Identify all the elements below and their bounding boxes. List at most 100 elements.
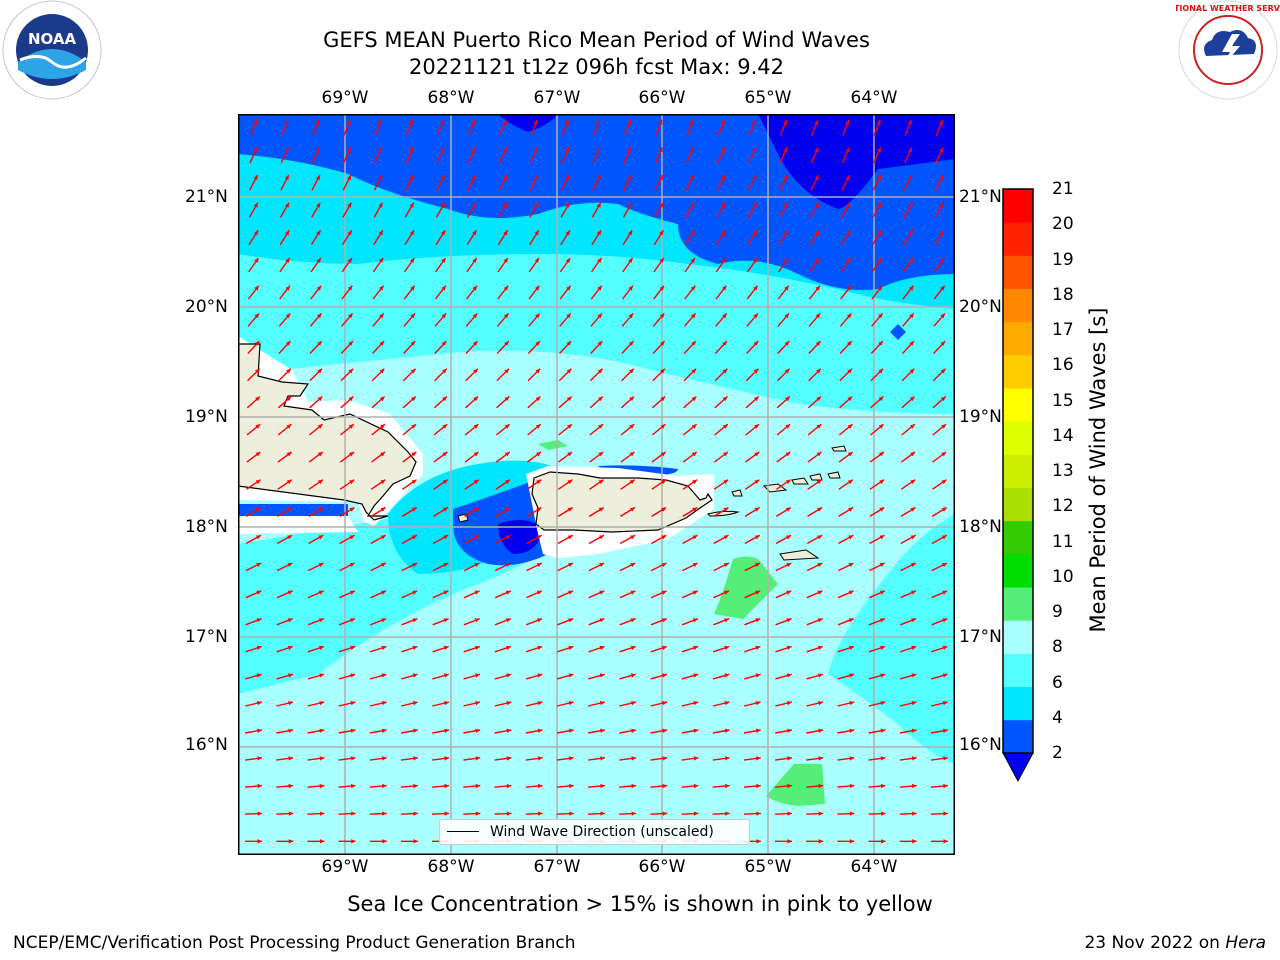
wind-wave-arrowhead	[596, 175, 601, 181]
wind-wave-arrowhead	[723, 507, 729, 512]
wind-wave-arrowhead	[659, 202, 664, 208]
lon-tick-bottom: 66°W	[638, 857, 686, 877]
wind-wave-arrowhead	[346, 147, 351, 153]
wind-wave-arrowhead	[285, 313, 291, 319]
wind-wave-arrowhead	[411, 424, 416, 429]
wind-wave-arrowhead	[381, 701, 387, 706]
wind-wave-arrowhead	[413, 811, 418, 816]
wind-wave-arrowhead	[505, 590, 511, 595]
wind-wave-arrowhead	[753, 313, 758, 319]
wind-wave-arrowhead	[565, 202, 570, 208]
wind-wave-arrowhead	[942, 728, 948, 733]
wind-wave-arrowhead	[629, 368, 634, 374]
wind-wave-arrowhead	[255, 507, 261, 512]
colorbar-tick-label: 13	[1052, 461, 1074, 481]
wind-wave-arrowhead	[877, 175, 881, 181]
wind-wave-arrowhead	[473, 452, 479, 457]
wind-wave-arrowhead	[722, 341, 727, 346]
wind-wave-arrowhead	[568, 590, 574, 595]
wind-wave-arrowhead	[349, 452, 354, 457]
wind-wave-arrowhead	[630, 535, 636, 540]
wind-wave-arrowhead	[693, 811, 699, 816]
wind-wave-arrowhead	[503, 202, 508, 208]
wind-wave-arrowhead	[288, 728, 294, 733]
wind-wave-arrowhead	[382, 811, 387, 816]
wind-wave-arrowhead	[631, 811, 637, 816]
wind-wave-arrowhead	[848, 535, 854, 540]
wind-wave-arrowhead	[846, 285, 852, 291]
wind-wave-arrowhead	[912, 783, 917, 789]
wind-wave-arrowhead	[284, 147, 289, 153]
wind-wave-arrowhead	[943, 756, 948, 761]
wind-wave-arrowhead	[533, 119, 538, 125]
wind-wave-arrowhead	[502, 119, 507, 125]
wind-wave-arrowhead	[536, 535, 542, 540]
wind-wave-arrowhead	[349, 479, 355, 485]
wind-wave-arrowhead	[506, 756, 512, 761]
wind-wave-arrowhead	[566, 396, 572, 402]
wind-wave-arrowhead	[752, 202, 757, 208]
wind-wave-arrowhead	[350, 728, 356, 733]
lat-tick-right: 19°N	[959, 407, 1002, 427]
wind-wave-arrowhead	[504, 424, 510, 429]
wind-wave-arrowhead	[440, 147, 445, 153]
wind-wave-arrowhead	[381, 673, 387, 678]
wind-wave-arrowhead	[596, 147, 601, 153]
wind-wave-arrowhead	[347, 285, 353, 291]
wind-wave-arrowhead	[816, 396, 821, 402]
wind-wave-arrowhead	[755, 590, 761, 595]
lon-tick-top: 65°W	[744, 88, 792, 108]
wind-wave-arrowhead	[755, 701, 761, 706]
wind-wave-arrowhead	[444, 701, 449, 706]
wind-wave-arrowhead	[723, 563, 729, 567]
wind-wave-arrowhead	[880, 728, 886, 733]
wind-wave-arrowhead	[911, 618, 917, 623]
wind-wave-arrowhead	[691, 368, 697, 374]
wind-wave-arrowhead	[471, 147, 476, 153]
wind-wave-arrowhead	[814, 147, 819, 153]
wind-wave-arrowhead	[317, 424, 323, 429]
wind-wave-arrowhead	[786, 618, 792, 623]
wind-wave-arrowhead	[876, 119, 881, 125]
wind-wave-arrowhead	[567, 535, 573, 540]
wind-wave-arrowhead	[346, 119, 351, 125]
wind-wave-arrowhead	[597, 341, 603, 346]
wind-wave-arrowhead	[659, 285, 664, 291]
wind-wave-arrowhead	[692, 479, 698, 485]
wind-wave-arrowhead	[599, 618, 605, 623]
wind-wave-arrowhead	[783, 230, 789, 236]
wind-wave-arrowhead	[785, 507, 791, 512]
wind-wave-arrowhead	[351, 839, 356, 844]
colorbar-band	[1003, 520, 1033, 555]
wind-wave-arrowhead	[471, 119, 476, 125]
chart-subtitle: 20221121 t12z 096h fcst Max: 9.42	[409, 55, 784, 79]
colorbar-band	[1003, 189, 1033, 223]
wind-wave-arrowhead	[442, 424, 448, 429]
wind-wave-arrowhead	[849, 811, 855, 816]
wind-wave-arrowhead	[816, 424, 822, 429]
wind-wave-arrowhead	[907, 147, 912, 153]
wind-wave-arrowhead	[535, 424, 541, 429]
wind-wave-arrowhead	[409, 230, 414, 236]
wind-wave-arrowhead	[877, 202, 882, 208]
wind-wave-arrowhead	[568, 701, 574, 706]
wind-wave-arrowhead	[475, 756, 481, 761]
wind-wave-arrowhead	[818, 673, 823, 678]
wind-wave-arrowhead	[722, 424, 728, 429]
footer-right: 23 Nov 2022 on Hera	[1084, 933, 1266, 953]
wind-wave-arrowhead	[254, 341, 260, 346]
colorbar-tick-label: 4	[1052, 707, 1063, 728]
wind-wave-arrowhead	[845, 175, 850, 181]
wind-wave-arrowhead	[536, 507, 542, 512]
wind-wave-arrowhead	[537, 673, 543, 678]
wind-wave-arrowhead	[378, 230, 383, 236]
wind-wave-arrowhead	[849, 839, 855, 844]
lon-tick-bottom: 65°W	[744, 857, 792, 877]
wind-wave-arrowhead	[629, 479, 635, 485]
wind-wave-arrowhead	[442, 479, 448, 485]
wind-wave-arrowhead	[724, 645, 730, 650]
wind-wave-arrowhead	[814, 175, 819, 181]
wind-wave-arrowhead	[347, 202, 352, 208]
wind-wave-arrowhead	[939, 202, 944, 208]
wind-wave-arrowhead	[537, 645, 543, 650]
